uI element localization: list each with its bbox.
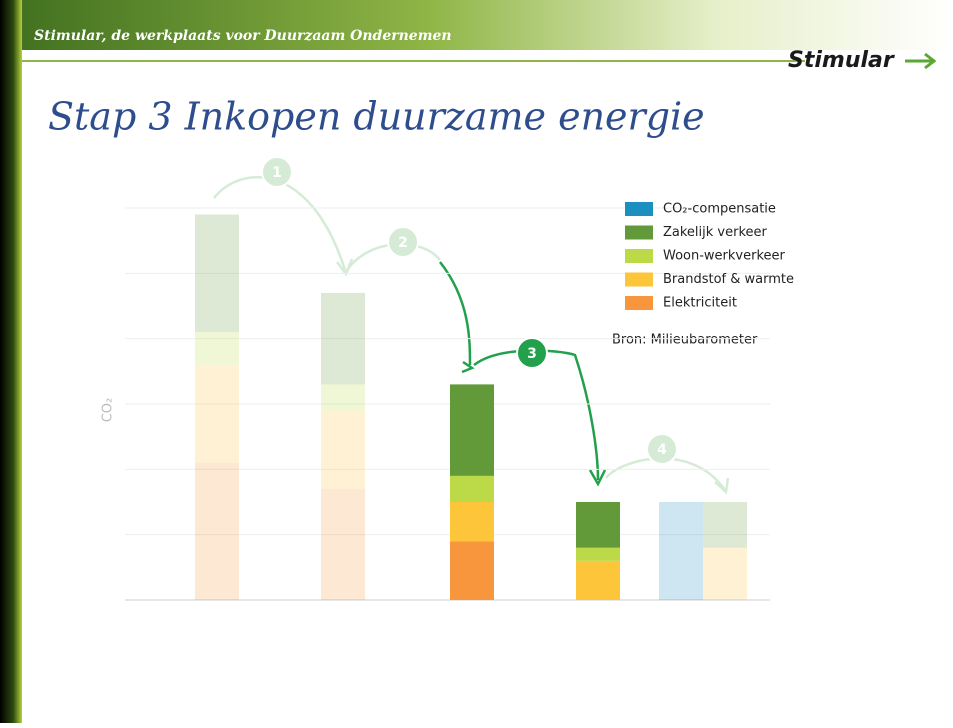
legend-swatch (625, 202, 653, 216)
legend-label: Zakelijk verkeer (663, 225, 768, 240)
bar-segment (321, 488, 365, 600)
step-number: 3 (527, 346, 537, 362)
logo-arrow (905, 52, 937, 70)
bar-segment (703, 502, 747, 548)
step-circle (261, 156, 293, 188)
bar-segment (321, 292, 365, 385)
legend-swatch (625, 249, 653, 263)
legend-label: CO₂-compensatie (663, 202, 776, 217)
bar-segment (321, 384, 365, 411)
bar-segment (659, 502, 703, 600)
bar-segment (703, 547, 747, 600)
bar-segment (576, 502, 620, 548)
header-bar (0, 0, 953, 50)
bar-segment (450, 475, 494, 502)
legend-label: Elektriciteit (663, 296, 737, 311)
step-number: 4 (657, 442, 667, 458)
slide-title: Stap 3 Inkopen duurzame energie (48, 95, 705, 139)
step-number: 2 (398, 235, 408, 251)
legend-swatch (625, 225, 653, 240)
bar-segment (576, 547, 620, 561)
legend-label: Brandstof & warmte (663, 272, 794, 287)
legend-label: Woon-werkverkeer (663, 249, 786, 264)
bar-segment (576, 560, 620, 600)
bar-segment (450, 384, 494, 476)
bar-segment (450, 541, 494, 600)
step-circle (646, 433, 678, 465)
y-axis-label: CO₂ (101, 398, 116, 423)
step-circle (387, 226, 419, 258)
bar-segment (195, 364, 239, 463)
bar-segment (195, 332, 239, 365)
tagline: Stimular, de werkplaats voor Duurzaam On… (34, 28, 452, 44)
bar-segment (321, 410, 365, 489)
bar-segment (195, 214, 239, 333)
arrow-heads (336, 258, 730, 495)
side-bar (0, 0, 22, 723)
source: Bron: Milieubarometer (612, 333, 758, 348)
legend-swatch (625, 296, 653, 310)
step-circle (516, 337, 548, 369)
legend-swatch (625, 272, 653, 287)
bar-segment (195, 462, 239, 600)
step-number: 1 (272, 165, 282, 181)
bar-segment (450, 502, 494, 542)
logo: Stimular (788, 48, 895, 73)
